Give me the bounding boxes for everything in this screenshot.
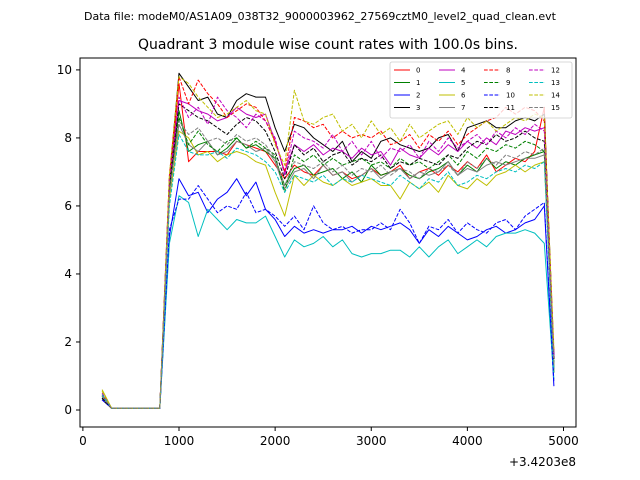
legend-label-6: 6 [461, 92, 466, 100]
series-line-15 [101, 120, 555, 409]
y-tick-label: 6 [64, 199, 72, 213]
x-axis: 0 1000 2000 3000 4000 5000 [79, 427, 579, 448]
legend-label-1: 1 [416, 79, 420, 87]
x-tick-label: 0 [79, 434, 87, 448]
series-line-10 [101, 185, 555, 409]
legend-label-13: 13 [551, 79, 560, 87]
series-line-9 [101, 117, 555, 409]
legend-label-12: 12 [551, 67, 560, 75]
plot-frame [79, 57, 577, 428]
y-axis: 0 2 4 6 8 10 [57, 63, 80, 417]
y-tick-label: 4 [64, 267, 72, 281]
legend-label-4: 4 [461, 67, 466, 75]
legend-label-15: 15 [551, 104, 560, 112]
series-line-12 [101, 96, 555, 409]
series-line-2 [101, 178, 555, 409]
legend-box [389, 61, 573, 119]
legend-label-2: 2 [416, 92, 420, 100]
legend-label-9: 9 [506, 79, 510, 87]
legend-label-8: 8 [506, 67, 510, 75]
y-tick-label: 10 [57, 63, 72, 77]
x-offset-label: +3.4203e8 [509, 455, 576, 469]
legend-label-7: 7 [461, 104, 465, 112]
y-tick-label: 2 [64, 335, 72, 349]
legend-label-14: 14 [551, 92, 560, 100]
y-tick-label: 8 [64, 131, 72, 145]
x-tick-label: 5000 [548, 434, 579, 448]
series-line-11 [101, 103, 555, 409]
series-layer [101, 72, 555, 409]
legend-label-0: 0 [416, 67, 420, 75]
series-line-6 [101, 130, 555, 409]
legend-label-5: 5 [461, 79, 465, 87]
x-tick-label: 4000 [452, 434, 483, 448]
legend-label-10: 10 [506, 92, 515, 100]
series-line-14 [101, 76, 555, 409]
chart-title: Quadrant 3 module wise count rates with … [138, 37, 518, 53]
series-line-13 [101, 134, 555, 409]
y-tick-label: 0 [64, 403, 72, 417]
series-line-4 [101, 100, 555, 409]
x-tick-label: 3000 [356, 434, 387, 448]
legend-label-11: 11 [506, 104, 515, 112]
x-tick-label: 1000 [164, 434, 195, 448]
legend-label-3: 3 [416, 104, 420, 112]
chart-suptitle: Data file: modeM0/AS1A09_038T32_90000039… [84, 10, 557, 23]
x-tick-label: 2000 [260, 434, 291, 448]
